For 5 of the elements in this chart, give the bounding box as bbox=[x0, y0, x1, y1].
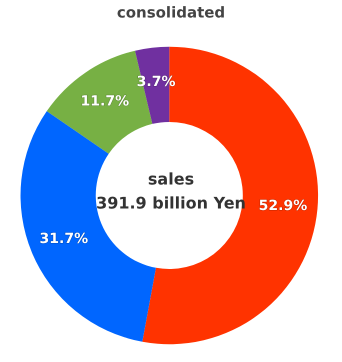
data-label: 52.9% bbox=[258, 198, 308, 214]
data-label: 11.7% bbox=[80, 93, 130, 110]
data-label: 31.7% bbox=[40, 231, 88, 248]
text: sales bbox=[148, 170, 194, 188]
chart-title: consolidated bbox=[116, 4, 226, 22]
